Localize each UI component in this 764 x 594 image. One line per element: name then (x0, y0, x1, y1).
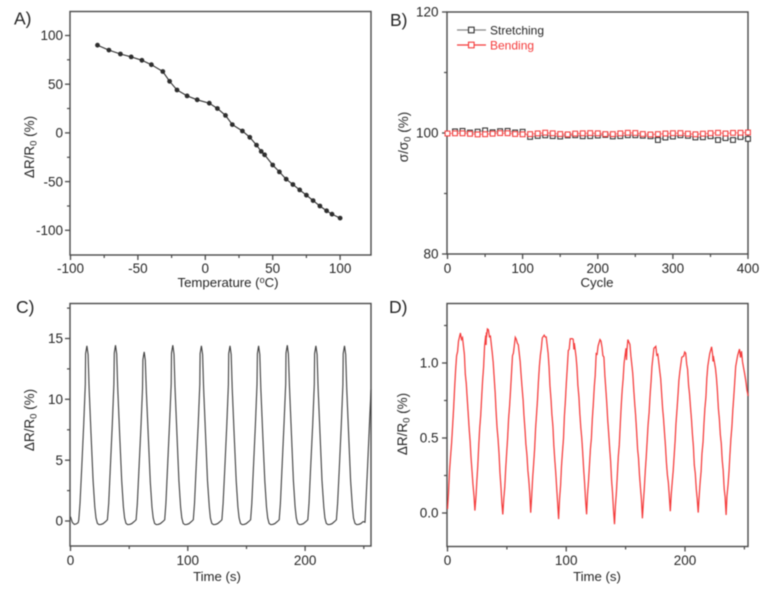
svg-text:100: 100 (511, 261, 534, 276)
svg-text:100: 100 (555, 553, 578, 568)
svg-text:0.5: 0.5 (420, 431, 439, 446)
svg-text:1.0: 1.0 (420, 356, 439, 371)
svg-text:0: 0 (55, 126, 63, 141)
svg-text:0: 0 (444, 261, 452, 276)
svg-text:0.0: 0.0 (420, 506, 439, 521)
svg-text:100: 100 (329, 261, 352, 276)
svg-text:100: 100 (177, 553, 200, 568)
svg-text:5: 5 (55, 453, 63, 468)
svg-text:100: 100 (416, 126, 439, 141)
svg-text:100: 100 (40, 28, 63, 43)
svg-text:50: 50 (265, 261, 280, 276)
svg-text:C): C) (16, 297, 34, 317)
svg-text:0: 0 (67, 553, 75, 568)
svg-text:0: 0 (444, 553, 452, 568)
svg-text:120: 120 (416, 5, 439, 20)
svg-text:15: 15 (48, 331, 63, 346)
svg-text:300: 300 (662, 261, 685, 276)
svg-text:10: 10 (48, 392, 63, 407)
svg-text:0: 0 (202, 261, 210, 276)
svg-text:200: 200 (674, 553, 697, 568)
svg-text:200: 200 (587, 261, 610, 276)
svg-text:400: 400 (737, 261, 760, 276)
svg-text:50: 50 (48, 77, 63, 92)
svg-text:80: 80 (423, 247, 438, 262)
svg-text:Cycle: Cycle (581, 275, 614, 290)
svg-text:200: 200 (294, 553, 317, 568)
svg-text:-50: -50 (43, 174, 63, 189)
svg-text:σ/σ0 (%): σ/σ0 (%) (396, 112, 414, 162)
svg-text:0: 0 (55, 514, 63, 529)
svg-text:A): A) (14, 9, 32, 29)
svg-text:D): D) (389, 297, 407, 317)
svg-text:-100: -100 (57, 261, 84, 276)
svg-text:B): B) (390, 10, 408, 30)
svg-text:ΔR/R0 (%): ΔR/R0 (%) (22, 116, 40, 178)
svg-text:Bending: Bending (490, 38, 534, 52)
svg-text:ΔR/R0 (%): ΔR/R0 (%) (22, 389, 40, 451)
svg-text:ΔR/R0 (%): ΔR/R0 (%) (395, 393, 413, 455)
svg-text:-100: -100 (36, 223, 63, 238)
svg-text:Stretching: Stretching (490, 23, 544, 37)
svg-text:Time (s): Time (s) (573, 569, 621, 584)
svg-text:Time (s): Time (s) (193, 569, 241, 584)
svg-text:-50: -50 (128, 261, 148, 276)
svg-text:Temperature (oC): Temperature (oC) (177, 275, 278, 290)
